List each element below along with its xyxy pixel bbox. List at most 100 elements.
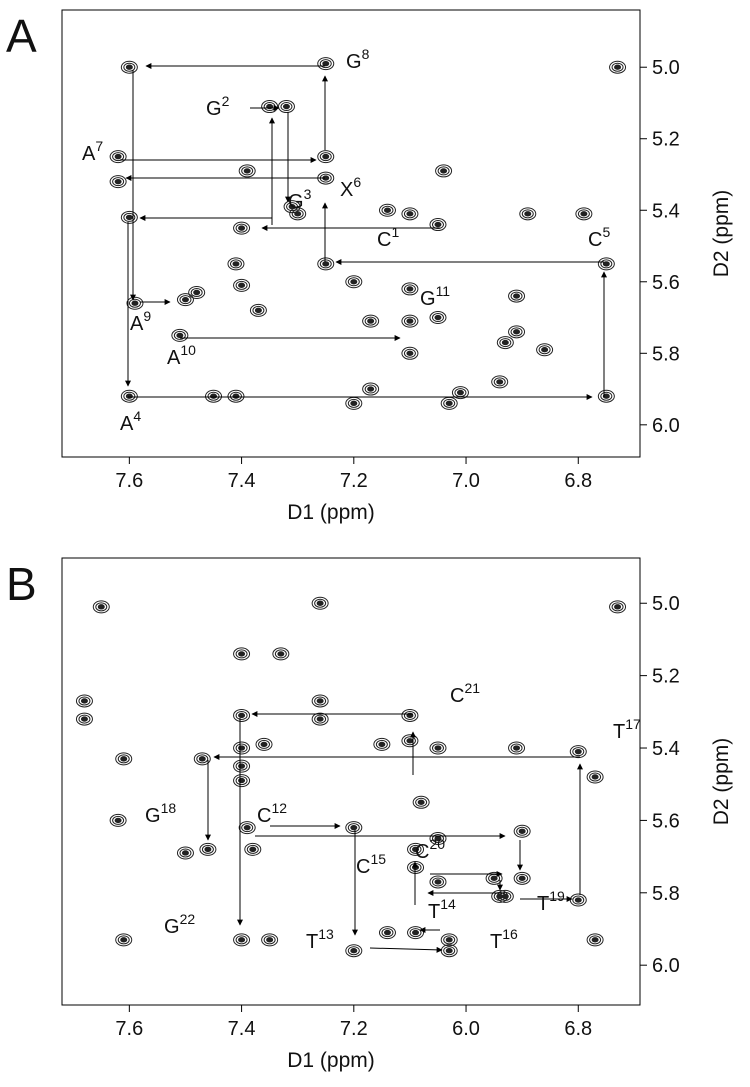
y-axis-title: D2 (ppm) (710, 738, 733, 826)
cross-peak (255, 737, 273, 751)
y-tick-label: 5.6 (652, 810, 680, 832)
contour (95, 602, 108, 612)
contour (229, 259, 242, 269)
contour (319, 59, 332, 69)
contour (233, 647, 251, 661)
contour (499, 338, 512, 348)
contour (513, 293, 521, 299)
contour (201, 844, 214, 854)
cross-peak (233, 741, 251, 755)
contour (538, 345, 551, 355)
contour (493, 891, 506, 901)
residue-number: 19 (549, 888, 565, 904)
cross-peak (407, 926, 425, 940)
contour (401, 346, 419, 360)
contour (115, 752, 133, 766)
contour (609, 600, 627, 614)
contour (238, 777, 246, 784)
contour (181, 850, 189, 856)
contour (602, 261, 610, 267)
contour (536, 343, 554, 357)
contour (347, 398, 360, 408)
y-tick-label: 5.2 (652, 129, 680, 151)
contour (238, 712, 246, 719)
contour (367, 318, 375, 324)
cross-peak (115, 933, 133, 947)
x-tick-label: 7.2 (340, 470, 368, 492)
contour (317, 257, 335, 271)
cross-peak (120, 389, 138, 403)
contour (235, 223, 248, 233)
cross-peak (586, 933, 604, 947)
residue-label: T14 (428, 896, 456, 923)
contour (508, 741, 526, 755)
cross-peak (233, 221, 251, 235)
contour (123, 391, 136, 401)
contour (235, 776, 248, 786)
cross-peak (491, 375, 509, 389)
residue-number: 7 (95, 138, 103, 154)
cross-peak (249, 303, 267, 317)
cross-peak (261, 100, 279, 114)
cross-peak (429, 875, 447, 889)
x-axis-title: D1 (ppm) (287, 501, 375, 524)
residue-number: 11 (436, 283, 451, 299)
cross-peak (362, 314, 380, 328)
contour (401, 708, 419, 722)
contour (176, 846, 194, 860)
residue-name: C (356, 856, 370, 878)
residue-number: 10 (180, 342, 196, 358)
y-tick-label: 5.6 (652, 272, 680, 294)
cross-peak (244, 842, 262, 856)
residue-name: G (164, 916, 180, 938)
contour (238, 763, 246, 769)
contour (345, 821, 363, 835)
contour (316, 600, 324, 606)
contour (406, 350, 414, 356)
contour (508, 325, 526, 339)
contour (232, 261, 240, 267)
cross-peak (575, 207, 593, 221)
contour (263, 935, 276, 945)
cross-peak (120, 210, 138, 224)
cross-peak (238, 164, 256, 178)
cross-peak (109, 150, 127, 164)
contour (238, 821, 256, 835)
contour (378, 741, 386, 748)
contour (431, 877, 444, 887)
contour (97, 604, 105, 610)
contour (429, 311, 447, 325)
contour (435, 164, 453, 178)
contour (429, 741, 447, 755)
contour (291, 209, 304, 219)
contour (78, 714, 91, 724)
residue-name: G (420, 288, 436, 310)
noe-arrow (369, 946, 443, 953)
contour (80, 716, 88, 722)
contour (443, 935, 456, 945)
contour (611, 602, 624, 612)
cross-peak (233, 774, 251, 788)
residue-name: T (537, 893, 549, 915)
cross-peak (378, 926, 396, 940)
residue-number: 9 (143, 308, 151, 324)
contour (345, 275, 363, 289)
residue-name: A (120, 413, 134, 435)
contour (373, 737, 391, 751)
y-tick-label: 5.8 (652, 883, 680, 905)
contour (274, 649, 287, 659)
residue-number: 8 (362, 46, 370, 62)
contour (406, 738, 414, 744)
contour (406, 211, 414, 217)
contour (114, 817, 122, 824)
cross-peak (401, 708, 419, 722)
cross-peak (75, 712, 93, 726)
contour (412, 795, 430, 809)
residue-number: 15 (370, 851, 386, 867)
residue-name: C (588, 229, 602, 251)
contour (241, 823, 254, 833)
contour (600, 391, 613, 401)
contour (429, 832, 447, 846)
contour (614, 604, 622, 610)
